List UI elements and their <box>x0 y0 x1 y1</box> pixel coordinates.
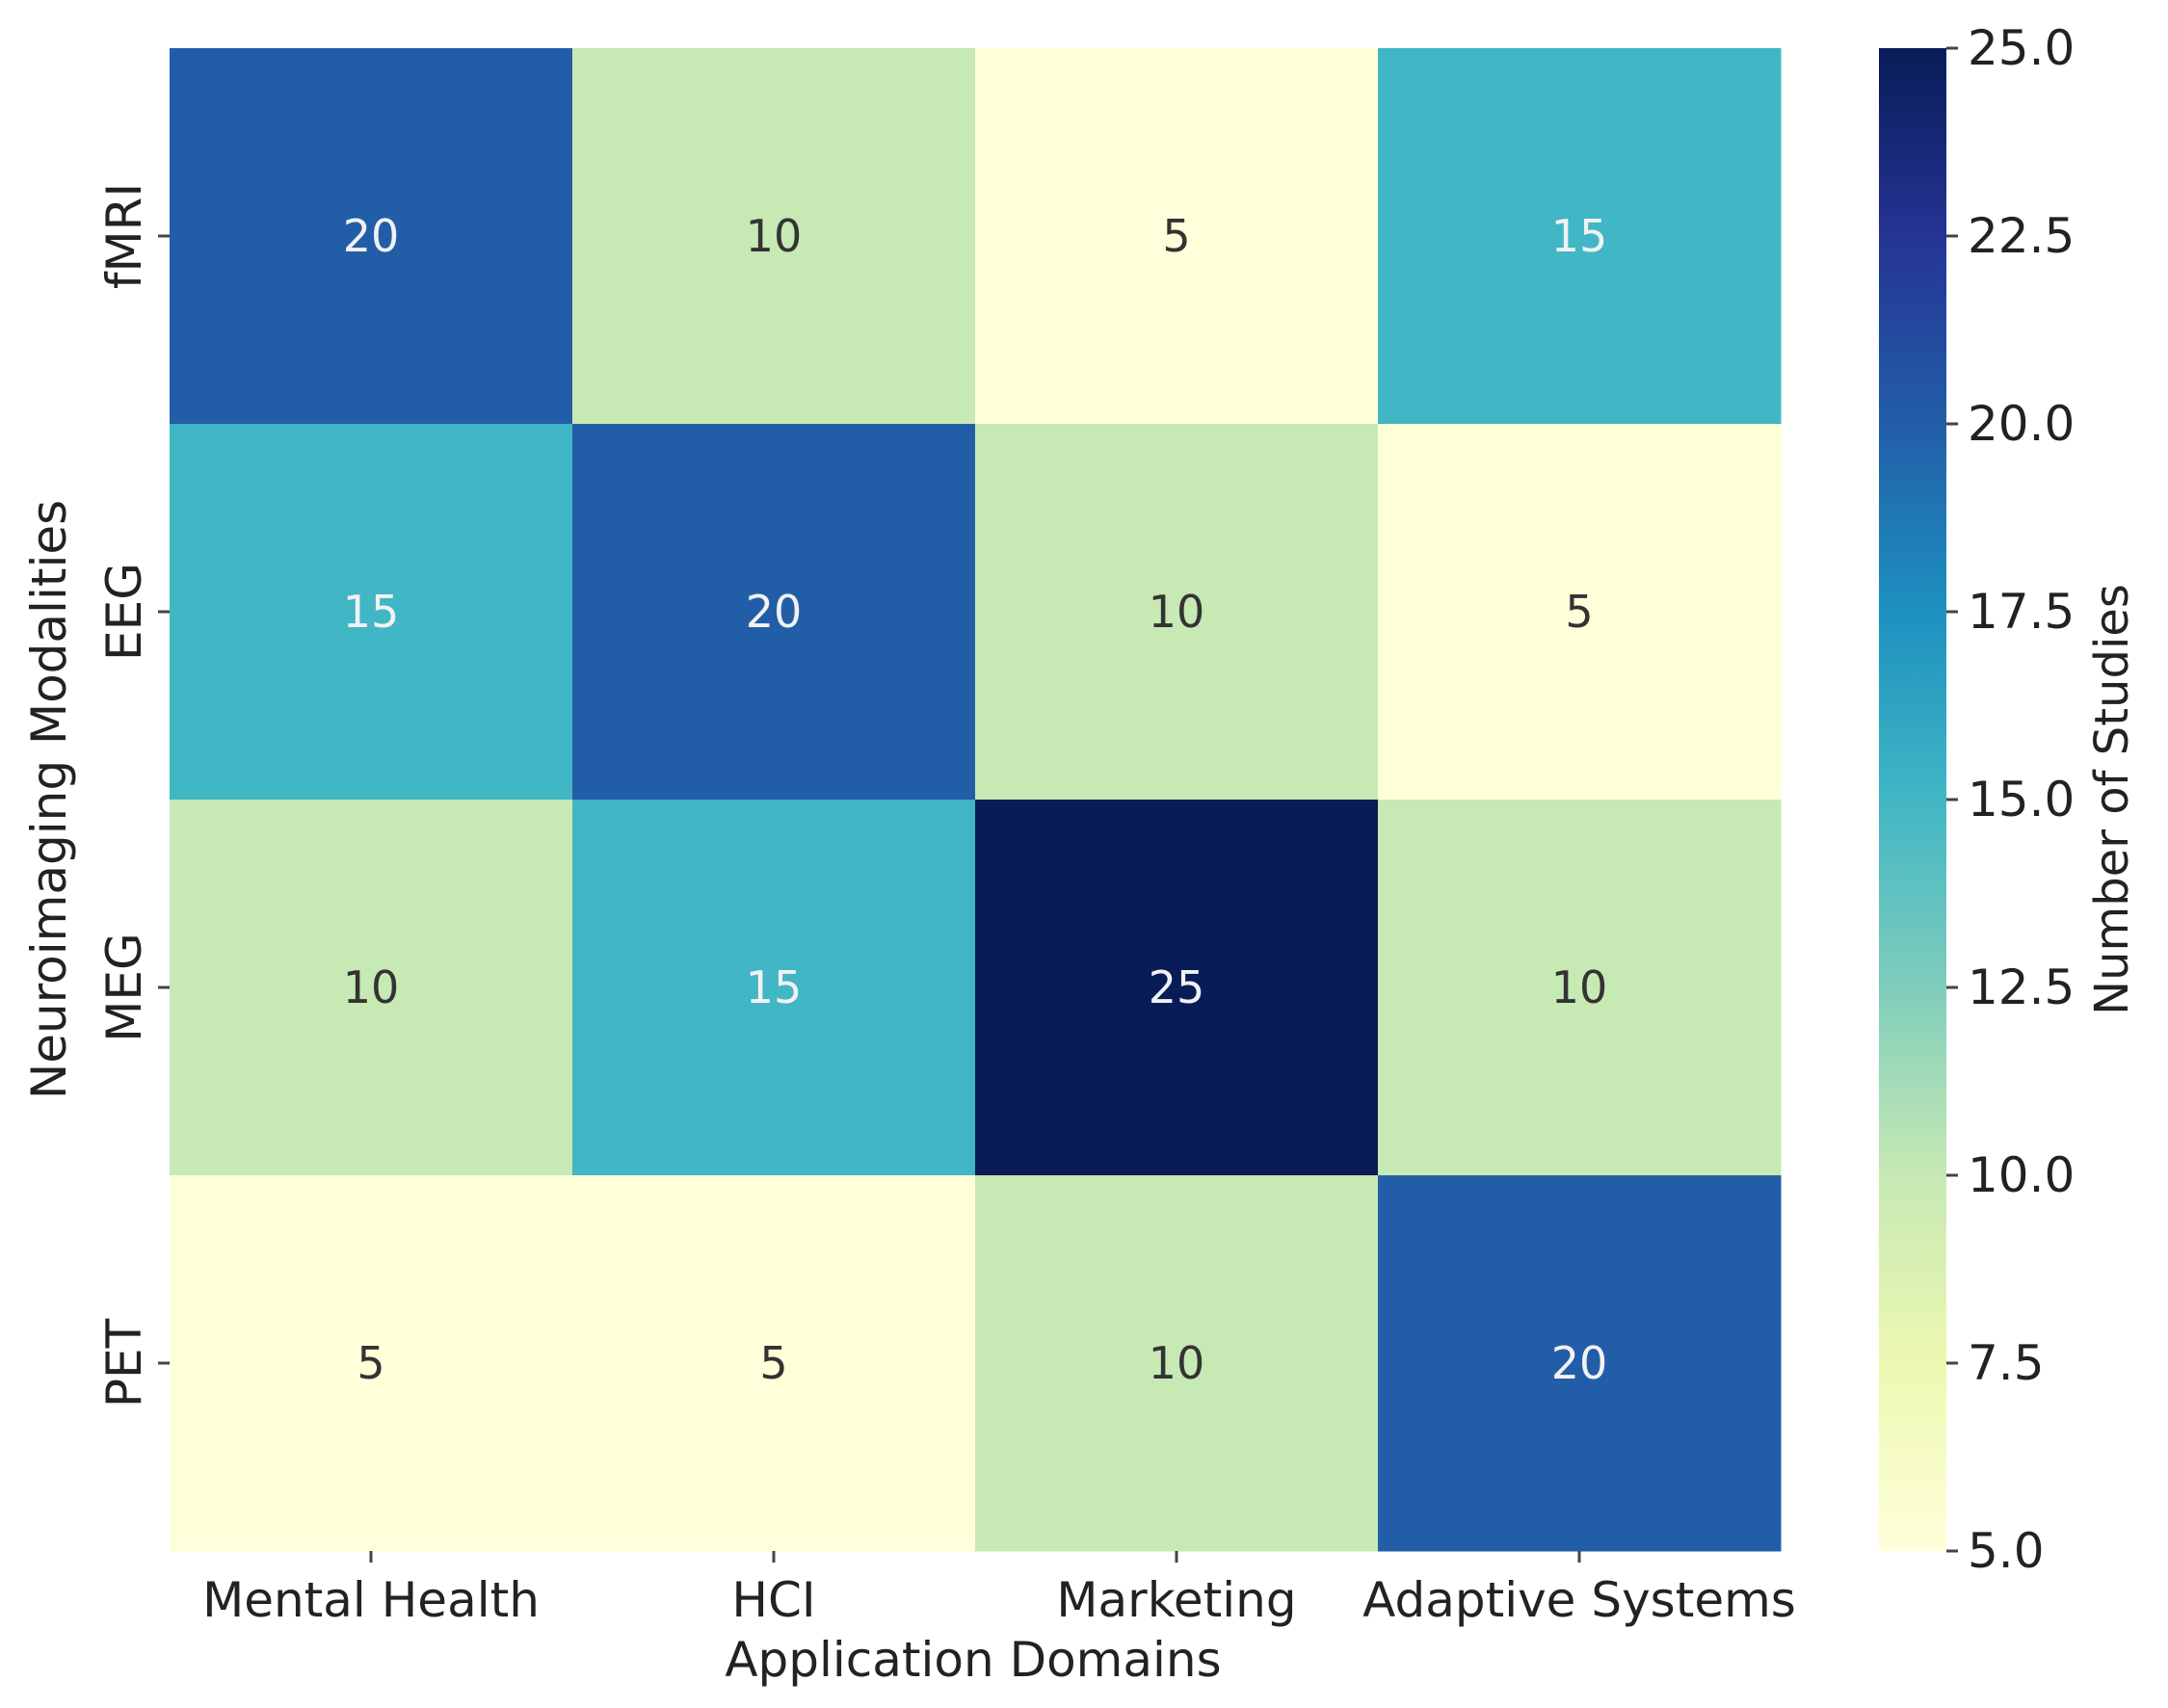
x-tick-label: Mental Health <box>202 1572 540 1628</box>
heatmap-cell-eeg-adaptive-systems <box>1378 424 1782 801</box>
cell-value-label: 20 <box>1551 1337 1608 1389</box>
y-tick-label: PET <box>96 1318 152 1407</box>
heatmap-cell-eeg-mental-health <box>170 424 573 801</box>
heatmap-cell-fmri-adaptive-systems <box>1378 48 1782 425</box>
x-tick-label: Adaptive Systems <box>1362 1572 1796 1628</box>
cell-value-label: 5 <box>357 1337 384 1389</box>
heatmap-cell-fmri-hci <box>572 48 976 425</box>
cell-value-label: 20 <box>746 586 803 638</box>
heatmap-cell-pet-adaptive-systems <box>1378 1175 1782 1552</box>
cell-value-label: 15 <box>1551 210 1608 262</box>
heatmap-cell-pet-hci <box>572 1175 976 1552</box>
heatmap-cell-pet-mental-health <box>170 1175 573 1552</box>
y-tick-label: EEG <box>96 563 152 661</box>
x-axis-title: Application Domains <box>725 1632 1221 1688</box>
cell-value-label: 25 <box>1149 961 1205 1013</box>
colorbar-tick-label: 12.5 <box>1968 959 2075 1015</box>
cell-value-label: 10 <box>1149 1337 1205 1389</box>
x-axis: Mental Health HCI Marketing Adaptive System… <box>202 1551 1796 1628</box>
colorbar-tick-label: 5.0 <box>1968 1523 2045 1579</box>
y-axis-title: Neuroimaging Modalities <box>21 500 77 1099</box>
heatmap-cell-meg-marketing <box>975 800 1379 1176</box>
cell-value-label: 5 <box>759 1337 787 1389</box>
colorbar-tick-label: 7.5 <box>1968 1335 2045 1391</box>
cell-value-label: 5 <box>1162 210 1190 262</box>
y-axis: fMRI EEG MEG PET <box>96 183 170 1407</box>
heatmap-cell-pet-marketing <box>975 1175 1379 1552</box>
cell-value-label: 10 <box>746 210 803 262</box>
x-tick-label: HCI <box>731 1572 815 1628</box>
heatmap-cell-eeg-marketing <box>975 424 1379 801</box>
heatmap-cell-meg-mental-health <box>170 800 573 1176</box>
colorbar-tick-label: 17.5 <box>1968 584 2075 640</box>
colorbar-tick-label: 22.5 <box>1968 208 2075 264</box>
x-tick-label: Marketing <box>1056 1572 1296 1628</box>
heatmap-cell-fmri-mental-health <box>170 48 573 425</box>
y-tick-label: fMRI <box>96 183 152 289</box>
y-tick-label: MEG <box>96 933 152 1041</box>
cell-value-label: 5 <box>1565 586 1593 638</box>
heatmap-cell-fmri-marketing <box>975 48 1379 425</box>
cell-value-label: 10 <box>1551 961 1608 1013</box>
colorbar: 5.0 7.5 10.0 12.5 15.0 17.5 20.0 22.5 25.0 <box>1879 20 2075 1579</box>
colorbar-tick-label: 15.0 <box>1968 772 2075 828</box>
heatmap-cell-meg-adaptive-systems <box>1378 800 1782 1176</box>
colorbar-tick-label: 10.0 <box>1968 1147 2075 1203</box>
heatmap-cell-meg-hci <box>572 800 976 1176</box>
colorbar-tick-label: 20.0 <box>1968 396 2075 452</box>
colorbar-gradient <box>1879 48 1946 1551</box>
cell-value-label: 10 <box>1149 586 1205 638</box>
heatmap-cells <box>170 48 1782 1552</box>
cell-value-labels: 20 10 5 15 15 20 10 5 10 15 25 10 5 5 10 20 <box>343 210 1608 1389</box>
colorbar-title: Number of Studies <box>2085 584 2139 1015</box>
cell-value-label: 10 <box>343 961 400 1013</box>
heatmap-cell-eeg-hci <box>572 424 976 801</box>
colorbar-tick-label: 25.0 <box>1968 20 2075 76</box>
cell-value-label: 15 <box>746 961 803 1013</box>
cell-value-label: 20 <box>343 210 400 262</box>
cell-value-label: 15 <box>343 586 400 638</box>
